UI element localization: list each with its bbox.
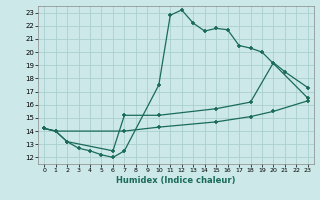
- X-axis label: Humidex (Indice chaleur): Humidex (Indice chaleur): [116, 176, 236, 185]
